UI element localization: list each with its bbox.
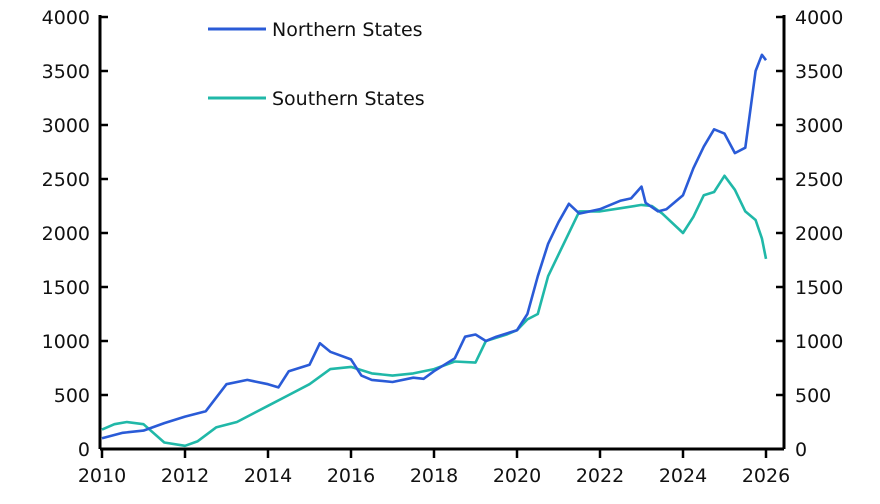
x-tick-label: 2022 xyxy=(576,465,624,487)
y-tick-label-left: 4000 xyxy=(42,7,90,29)
legend-label-southern: Southern States xyxy=(272,88,425,110)
y-tick-label-left: 3500 xyxy=(42,61,90,83)
y-tick-label-left: 2000 xyxy=(42,223,90,245)
y-tick-label-left: 500 xyxy=(54,385,90,407)
legend: Northern States Southern States xyxy=(208,19,425,110)
x-tick-label: 2014 xyxy=(244,465,292,487)
x-tick-label: 2020 xyxy=(493,465,541,487)
y-tick-label-right: 1000 xyxy=(795,331,843,353)
y-tick-label-left: 1000 xyxy=(42,331,90,353)
x-tick-label: 2018 xyxy=(410,465,458,487)
x-tick-label: 2012 xyxy=(161,465,209,487)
y-tick-label-right: 0 xyxy=(795,439,807,461)
series-lines xyxy=(101,53,768,448)
y-tick-label-left: 3000 xyxy=(42,115,90,137)
x-tick-label: 2024 xyxy=(659,465,707,487)
y-tick-label-right: 1500 xyxy=(795,277,843,299)
y-tick-label-right: 4000 xyxy=(795,7,843,29)
y-tick-label-right: 3500 xyxy=(795,61,843,83)
legend-label-northern: Northern States xyxy=(272,19,423,41)
axes: 0 0 500 500 1000 1000 1500 1500 2000 2000 2500 2500… xyxy=(42,7,844,487)
x-tick-label: 2016 xyxy=(327,465,375,487)
y-tick-label-right: 500 xyxy=(795,385,831,407)
y-tick-label-right: 3000 xyxy=(795,115,843,137)
series-line-southern xyxy=(101,174,768,448)
y-tick-label-left: 1500 xyxy=(42,277,90,299)
x-tick-label: 2026 xyxy=(742,465,790,487)
x-tick-label: 2010 xyxy=(78,465,126,487)
y-tick-label-right: 2000 xyxy=(795,223,843,245)
y-tick-label-left: 0 xyxy=(78,439,90,461)
y-tick-label-left: 2500 xyxy=(42,169,90,191)
series-line-northern xyxy=(101,53,768,440)
y-tick-label-right: 2500 xyxy=(795,169,843,191)
